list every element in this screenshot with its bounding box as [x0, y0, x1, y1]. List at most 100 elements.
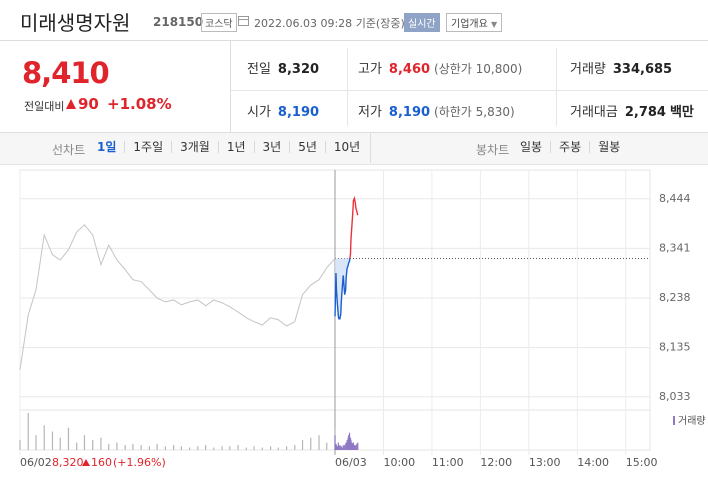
volume-bar: [213, 447, 215, 450]
volume-bar: [205, 445, 207, 450]
volume-bar: [336, 446, 339, 450]
volume-bar: [357, 442, 359, 450]
divider: [347, 48, 348, 126]
volume-bar: [108, 443, 110, 450]
period-tab[interactable]: 5년: [289, 141, 325, 153]
period-tab[interactable]: 일봉: [520, 140, 543, 154]
stat-label: 시가: [247, 105, 271, 120]
volume-bar: [277, 447, 279, 450]
volume-bar: [350, 440, 352, 450]
up-triangle: [82, 459, 90, 466]
volume-bar: [285, 446, 288, 450]
calendar-icon: [238, 16, 249, 26]
volume-bar: [310, 437, 312, 450]
volume-bar: [116, 442, 118, 450]
prev-change: 160: [91, 456, 112, 469]
x-tick-label: 12:00: [480, 456, 512, 469]
volume-bar: [92, 440, 94, 450]
volume-bar: [140, 445, 142, 450]
volume-bar: [124, 445, 126, 450]
volume-bar: [326, 442, 328, 450]
volume-bar: [43, 425, 45, 450]
stat-label: 거래대금: [570, 105, 618, 120]
volume-bar: [148, 446, 150, 450]
divider: [370, 133, 371, 163]
volume-bar: [67, 427, 70, 450]
volume-bar: [189, 447, 191, 450]
volume-bar: [338, 446, 340, 450]
divider: [231, 90, 708, 91]
volume-bar: [344, 445, 346, 450]
divider: [230, 41, 231, 132]
volume-bar: [353, 445, 355, 450]
stat-note: (하한가 5,830): [434, 105, 515, 119]
volume-bar: [261, 447, 263, 450]
period-tab[interactable]: 3개월: [171, 141, 218, 153]
y-tick-label: 8,033: [659, 390, 691, 403]
volume-bar: [340, 446, 342, 450]
volume-bar: [335, 445, 338, 450]
volume-bar: [76, 442, 78, 450]
volume-bar: [221, 446, 223, 450]
x-tick-label: 06/02: [20, 456, 52, 469]
volume-bar: [59, 437, 61, 450]
x-tick-label: 15:00: [626, 456, 658, 469]
period-tab[interactable]: 주봉: [550, 141, 589, 153]
volume-bar: [27, 413, 29, 450]
period-tab[interactable]: 1주일: [124, 141, 171, 153]
volume-bar: [343, 446, 345, 450]
volume-bar: [253, 446, 255, 450]
dropdown-arrow: ▼: [491, 20, 498, 29]
current-price: 8,410: [22, 56, 110, 90]
period-tab[interactable]: 월봉: [589, 141, 628, 153]
datetime: 2022.06.03 09:28 기준(장중): [254, 15, 405, 31]
change-value: 90: [78, 95, 99, 113]
y-tick-label: 8,444: [659, 192, 691, 205]
stat-label: 거래량: [570, 62, 606, 77]
market-badge: 코스닥: [201, 13, 237, 32]
x-tick-label: 06/03: [335, 456, 367, 469]
period-tab[interactable]: 10년: [324, 141, 368, 153]
volume-bar: [164, 446, 166, 450]
divider: [0, 40, 708, 41]
volume-bar: [156, 443, 158, 450]
company-button[interactable]: 기업개요 ▼: [446, 13, 503, 32]
y-tick-label: 8,341: [659, 241, 691, 254]
change-pct: +1.08%: [107, 95, 172, 113]
volume-bar: [352, 442, 355, 450]
candle-chart-label: 봉차트: [476, 143, 510, 157]
period-tab[interactable]: 1일: [97, 140, 117, 154]
y-tick-label: 8,238: [659, 291, 691, 304]
line-period-tabs: 1일 1주일 3개월 1년 3년 5년 10년: [89, 141, 368, 153]
basis-text: 기준(장중): [355, 17, 405, 30]
volume-bar: [83, 435, 86, 450]
volume-bar: [355, 445, 357, 450]
stat-value: 8,190: [277, 105, 320, 120]
prev-change-pct: (+1.96%): [113, 456, 166, 469]
stat-value: 2,784: [624, 105, 666, 120]
volume-bar: [294, 445, 296, 450]
stat-note: (상한가 10,800): [434, 62, 523, 76]
prev-close: 8,320: [52, 456, 84, 469]
price-line: [19, 224, 336, 370]
stat-cell: 고가 8,460 (상한가 10,800): [358, 58, 522, 77]
divider: [556, 48, 557, 126]
company-button-text: 기업개요: [451, 19, 488, 30]
stat-value: 8,190: [388, 105, 431, 120]
price-chart: 8,444 8,341 8,238 8,135 8,033 06/02 06/03 10:00…: [19, 169, 706, 469]
volume-bar: [197, 446, 199, 450]
x-tick-label: 11:00: [432, 456, 464, 469]
volume-bar: [318, 435, 320, 450]
realtime-badge[interactable]: 실시간: [404, 13, 440, 32]
y-tick-label: 8,135: [659, 341, 691, 354]
period-tab[interactable]: 3년: [253, 141, 290, 153]
below-reference-area: [335, 258, 358, 319]
stock-name: 미래생명자원: [20, 11, 131, 35]
stat-value: 8,460: [388, 62, 431, 77]
stock-code: 218150: [153, 15, 204, 29]
period-tab[interactable]: 1년: [217, 141, 254, 153]
volume-bar: [346, 440, 348, 450]
price-line: [334, 195, 359, 320]
volume-legend: 거래량: [678, 415, 706, 427]
volume-bar: [180, 446, 182, 450]
